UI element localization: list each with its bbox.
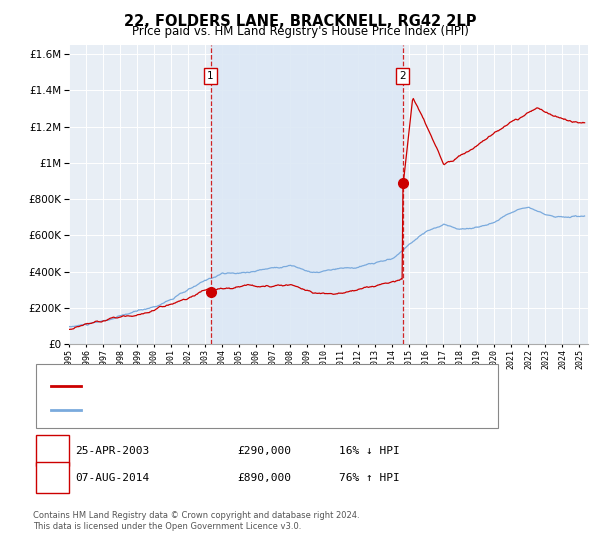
- Text: 1: 1: [49, 446, 56, 456]
- Text: 76% ↑ HPI: 76% ↑ HPI: [339, 473, 400, 483]
- Text: Contains HM Land Registry data © Crown copyright and database right 2024.: Contains HM Land Registry data © Crown c…: [33, 511, 359, 520]
- Text: 2: 2: [49, 473, 56, 483]
- Text: This data is licensed under the Open Government Licence v3.0.: This data is licensed under the Open Gov…: [33, 522, 301, 531]
- Text: 16% ↓ HPI: 16% ↓ HPI: [339, 446, 400, 456]
- Text: 22, FOLDERS LANE, BRACKNELL, RG42 2LP (detached house): 22, FOLDERS LANE, BRACKNELL, RG42 2LP (d…: [87, 381, 405, 391]
- Text: HPI: Average price, detached house, Bracknell Forest: HPI: Average price, detached house, Brac…: [87, 405, 364, 416]
- Text: 2: 2: [399, 71, 406, 81]
- Text: £290,000: £290,000: [237, 446, 291, 456]
- Text: 22, FOLDERS LANE, BRACKNELL, RG42 2LP: 22, FOLDERS LANE, BRACKNELL, RG42 2LP: [124, 14, 476, 29]
- Bar: [211, 45, 403, 344]
- Text: £890,000: £890,000: [237, 473, 291, 483]
- Text: 07-AUG-2014: 07-AUG-2014: [75, 473, 149, 483]
- Text: 25-APR-2003: 25-APR-2003: [75, 446, 149, 456]
- Text: 1: 1: [207, 71, 214, 81]
- Text: Price paid vs. HM Land Registry's House Price Index (HPI): Price paid vs. HM Land Registry's House …: [131, 25, 469, 38]
